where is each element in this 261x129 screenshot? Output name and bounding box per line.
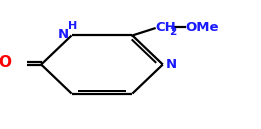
Text: OMe: OMe bbox=[185, 21, 219, 34]
Text: H: H bbox=[68, 21, 77, 31]
Text: 2: 2 bbox=[169, 27, 176, 37]
Text: N: N bbox=[58, 28, 69, 41]
Text: CH: CH bbox=[155, 21, 176, 34]
Text: O: O bbox=[0, 55, 11, 70]
Text: N: N bbox=[165, 58, 177, 71]
